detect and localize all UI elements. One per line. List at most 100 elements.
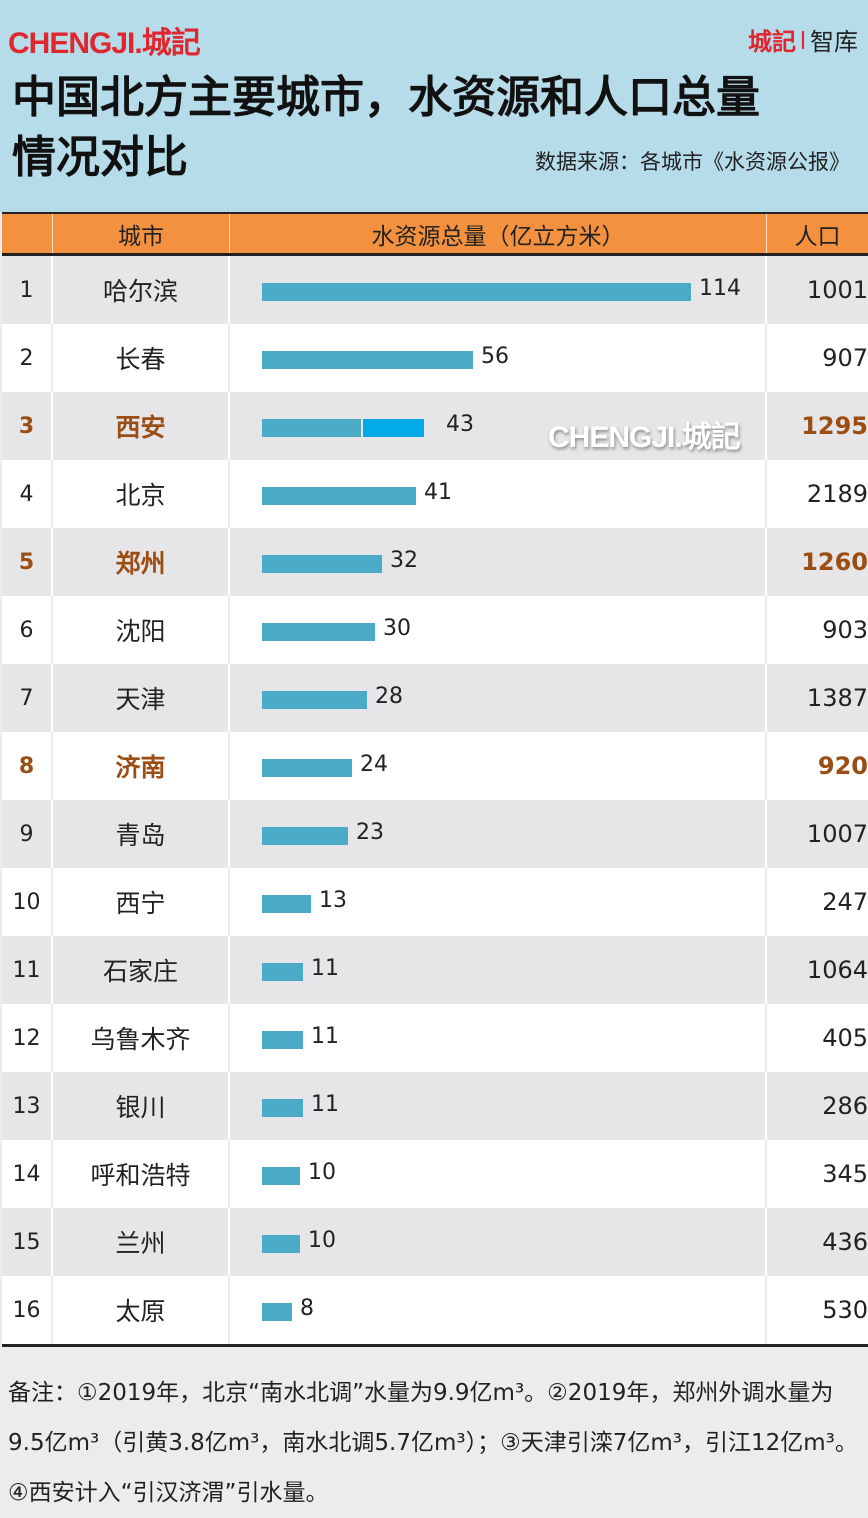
- water-value: 13: [319, 888, 347, 913]
- table-header: 城市 水资源总量（亿立方米） 人口: [2, 212, 868, 256]
- water-cell: 10: [230, 1140, 767, 1208]
- water-cell: 28: [230, 664, 767, 732]
- divider: [802, 30, 804, 49]
- city-cell: 郑州: [53, 528, 230, 596]
- water-cell: 11: [230, 1072, 767, 1140]
- water-bar: [262, 283, 691, 301]
- city-cell: 西宁: [53, 868, 230, 936]
- city-cell: 长春: [53, 324, 230, 392]
- water-cell: 8: [230, 1276, 767, 1344]
- water-value: 11: [311, 1024, 339, 1049]
- rank-cell: 16: [2, 1276, 53, 1344]
- water-bar: [262, 759, 352, 777]
- water-value: 23: [356, 820, 384, 845]
- city-cell: 沈阳: [53, 596, 230, 664]
- population-cell: 286: [822, 1092, 868, 1120]
- water-value: 56: [481, 344, 509, 369]
- data-source: 数据来源：各城市《水资源公报》: [535, 150, 850, 174]
- table-row: 11 石家庄 11 1064: [2, 936, 868, 1004]
- water-cell: 41: [230, 460, 767, 528]
- rank-cell: 12: [2, 1004, 53, 1072]
- city-cell: 兰州: [53, 1208, 230, 1276]
- brand-logo: CHENGJI.城記: [8, 27, 201, 60]
- population-cell: 920: [817, 752, 868, 780]
- water-bar: [262, 555, 382, 573]
- water-cell: 24: [230, 732, 767, 800]
- water-bar: [262, 419, 361, 437]
- rank-cell: 7: [2, 664, 53, 732]
- rank-cell: 11: [2, 936, 53, 1004]
- water-bar: [262, 895, 311, 913]
- table-row: 7 天津 28 1387: [2, 664, 868, 732]
- water-value: 24: [360, 752, 388, 777]
- watermark: CHENGJI.城記: [548, 421, 741, 454]
- water-bar: [262, 623, 375, 641]
- water-value: 30: [383, 616, 411, 641]
- population-cell: 436: [822, 1228, 868, 1256]
- water-cell: 32: [230, 528, 767, 596]
- header-water: 水资源总量（亿立方米）: [230, 214, 767, 253]
- water-bar: [262, 1099, 303, 1117]
- table-row: 9 青岛 23 1007: [2, 800, 868, 868]
- population-cell: 1295: [801, 412, 868, 440]
- city-cell: 乌鲁木齐: [53, 1004, 230, 1072]
- rank-cell: 14: [2, 1140, 53, 1208]
- population-cell: 1007: [806, 820, 868, 848]
- table-row: 6 沈阳 30 903: [2, 596, 868, 664]
- city-cell: 济南: [53, 732, 230, 800]
- table-row: 15 兰州 10 436: [2, 1208, 868, 1276]
- city-cell: 青岛: [53, 800, 230, 868]
- population-cell: 530: [822, 1296, 868, 1324]
- table-row: 1 哈尔滨 114 1001: [2, 256, 868, 324]
- rank-cell: 15: [2, 1208, 53, 1276]
- water-cell: 11: [230, 936, 767, 1004]
- table-row: 2 长春 56 907: [2, 324, 868, 392]
- water-cell: 13: [230, 868, 767, 936]
- table-row: 5 郑州 32 1260: [2, 528, 868, 596]
- rank-cell: 10: [2, 868, 53, 936]
- table-row: 16 太原 8 530: [2, 1276, 868, 1344]
- water-value: 28: [375, 684, 403, 709]
- table-row: 4 北京 41 2189: [2, 460, 868, 528]
- rank-cell: 9: [2, 800, 53, 868]
- water-cell: 43: [230, 392, 767, 460]
- rank-cell: 3: [2, 392, 53, 460]
- rank-cell: 6: [2, 596, 53, 664]
- brand-mark: 城記: [748, 28, 796, 56]
- rank-cell: 5: [2, 528, 53, 596]
- water-bar: [262, 1167, 300, 1185]
- water-value: 32: [390, 548, 418, 573]
- water-value: 11: [311, 956, 339, 981]
- water-bar: [262, 1031, 303, 1049]
- population-cell: 1260: [801, 548, 868, 576]
- water-bar: [262, 1303, 292, 1321]
- page-title: 中国北方主要城市，水资源和人口总量 情况对比: [12, 68, 760, 188]
- population-cell: 1001: [806, 276, 868, 304]
- population-cell: 1064: [806, 956, 868, 984]
- water-value: 43: [446, 412, 474, 437]
- water-bar: [262, 351, 473, 369]
- header-rank: [2, 214, 53, 253]
- table-row: 3 西安 43 1295: [2, 392, 868, 460]
- rank-cell: 8: [2, 732, 53, 800]
- population-cell: 907: [822, 344, 868, 372]
- water-value: 11: [311, 1092, 339, 1117]
- title-line-1: 中国北方主要城市，水资源和人口总量: [12, 72, 760, 123]
- water-cell: 11: [230, 1004, 767, 1072]
- rank-cell: 4: [2, 460, 53, 528]
- population-cell: 1387: [806, 684, 868, 712]
- city-cell: 石家庄: [53, 936, 230, 1004]
- water-value: 10: [308, 1160, 336, 1185]
- header: CHENGJI.城記 城記 智库 中国北方主要城市，水资源和人口总量 情况对比 …: [0, 0, 868, 212]
- water-bar: [262, 691, 367, 709]
- brand-think-tank: 城記 智库: [748, 22, 858, 57]
- table-row: 12 乌鲁木齐 11 405: [2, 1004, 868, 1072]
- population-cell: 345: [822, 1160, 868, 1188]
- population-cell: 247: [822, 888, 868, 916]
- city-cell: 西安: [53, 392, 230, 460]
- water-value: 114: [699, 276, 741, 301]
- population-cell: 903: [822, 616, 868, 644]
- city-cell: 北京: [53, 460, 230, 528]
- city-cell: 银川: [53, 1072, 230, 1140]
- rank-cell: 1: [2, 256, 53, 324]
